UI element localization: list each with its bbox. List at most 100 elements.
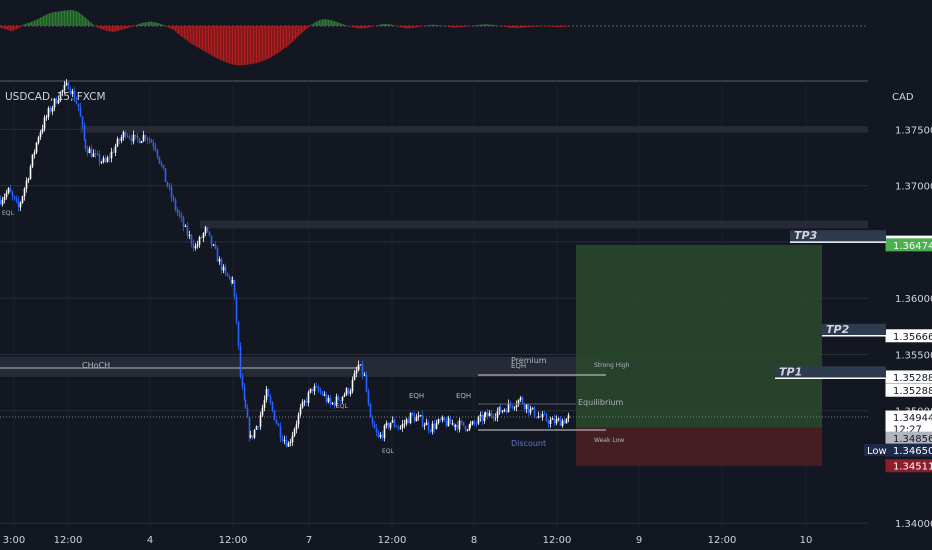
candle-body: [31, 154, 34, 167]
candle-body: [77, 103, 80, 107]
candle-body: [403, 423, 406, 425]
long-position-tool[interactable]: [576, 244, 822, 466]
candle-body: [287, 443, 290, 447]
time-tick-label: 12:00: [378, 535, 407, 546]
candle-body: [92, 153, 95, 157]
candle-body: [162, 165, 165, 169]
candle-body: [347, 388, 350, 394]
candle-body: [496, 411, 499, 418]
price-tag-label: 1.34650: [893, 446, 932, 457]
choch-label: CHoCH: [82, 361, 110, 370]
candle-body: [271, 402, 274, 411]
candle-body: [401, 424, 404, 428]
candle-body: [90, 148, 93, 157]
time-tick-label: 9: [636, 535, 642, 546]
candle-body: [214, 244, 217, 249]
candle-body: [533, 407, 536, 417]
candle-body: [327, 397, 330, 402]
candle-body: [490, 412, 493, 417]
candle-body: [136, 135, 139, 139]
candle-body: [251, 435, 254, 438]
candle-body: [456, 424, 459, 430]
candle-body: [184, 225, 187, 227]
take-profit-tags: TP3 TP2 TP1: [775, 229, 886, 380]
candle-body: [551, 418, 554, 420]
price-tick-label: 1.37000: [895, 182, 932, 193]
time-axis-background[interactable]: [0, 530, 932, 550]
eql-label-3: EQL: [382, 448, 395, 455]
time-axis[interactable]: 3:00 12:00 4 12:00 7 12:00 8 12:00 9 12:00 10: [3, 535, 813, 546]
candle-body: [263, 399, 266, 408]
candle-body: [25, 180, 28, 189]
candle-body: [51, 107, 54, 112]
candle-body: [498, 406, 501, 412]
candle-body: [515, 404, 518, 408]
candle-body: [224, 266, 227, 273]
candle-body: [557, 418, 560, 420]
candle-body: [433, 423, 436, 429]
candle-body: [186, 225, 189, 236]
candle-body: [3, 196, 6, 201]
candle-body: [525, 404, 528, 409]
candle-body: [226, 272, 229, 277]
candle-body: [96, 153, 99, 155]
candle-body: [429, 429, 432, 432]
eqh-label-2: EQH: [409, 392, 424, 400]
candle-body: [67, 82, 70, 90]
structure-zones: [0, 126, 888, 377]
discount-label: Discount: [511, 439, 546, 448]
candle-body: [488, 412, 491, 417]
candle-body: [192, 243, 195, 249]
eql-label: EQL: [2, 210, 15, 217]
candle-body: [228, 276, 231, 278]
candle-body: [441, 417, 444, 420]
supply-zone-mid: [200, 220, 888, 229]
candle-body: [395, 426, 398, 428]
candle-body: [267, 389, 270, 397]
candle-body: [329, 397, 332, 405]
price-tag-label: 1.36474: [893, 241, 932, 252]
candle-body: [381, 434, 384, 439]
symbol-label[interactable]: USDCAD, 15, FXCM: [5, 91, 106, 103]
candle-body: [477, 417, 480, 424]
candle-body: [124, 131, 127, 137]
candle-body: [134, 134, 137, 136]
candle-body: [210, 235, 213, 246]
candle-body: [393, 420, 396, 427]
candle-body: [309, 388, 312, 393]
candle-body: [301, 402, 304, 408]
candle-body: [553, 418, 556, 424]
time-tick-label: 8: [471, 535, 477, 546]
candle-body: [108, 157, 111, 159]
price-tag-label: 12:27: [893, 425, 922, 436]
target-zone: [576, 244, 822, 428]
candle-body: [537, 416, 540, 418]
candle-body: [65, 82, 68, 85]
candle-body: [503, 409, 506, 411]
candle-body: [317, 386, 320, 391]
smc-annotations: CHoCH Premium EQH EQH EQH Strong High Eq…: [2, 210, 630, 455]
candle-body: [371, 417, 374, 424]
price-tags: 1.364981.364741.356661.352881.352881.349…: [864, 235, 932, 473]
candle-body: [166, 181, 169, 187]
candle-body: [49, 108, 52, 112]
candle-body: [275, 420, 278, 424]
candle-body: [88, 148, 91, 154]
candle-body: [15, 198, 18, 201]
candle-body: [118, 138, 121, 141]
supply-zone-chch: [0, 356, 606, 377]
candle-body: [112, 151, 115, 153]
candle-body: [79, 106, 82, 117]
candle-body: [445, 420, 448, 427]
candle-body: [37, 137, 40, 143]
candle-body: [471, 421, 474, 425]
candle-body: [265, 389, 268, 400]
candle-body: [413, 415, 416, 422]
candle-body: [138, 138, 141, 144]
candle-body: [389, 422, 392, 428]
candle-body: [168, 186, 171, 188]
candle-body: [55, 98, 58, 104]
candle-body: [331, 402, 334, 405]
price-tick-label: 1.37500: [895, 125, 932, 136]
